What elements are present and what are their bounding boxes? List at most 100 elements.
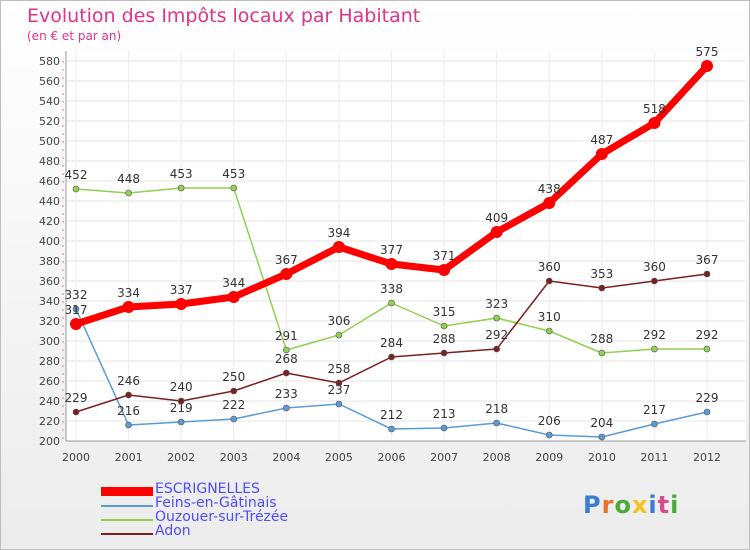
data-label: 453 (170, 167, 193, 181)
series-feins-en-g-tinais: 332 216 219 222 233 237 212 213 218 206 204 217 229 (65, 288, 719, 441)
series-adon: 229 246 240 250 268 258 284 288 292 360 353 360 367 (65, 253, 719, 416)
x-tick-label: 2011 (640, 451, 668, 464)
data-label: 233 (275, 387, 298, 401)
data-point (335, 331, 343, 339)
data-label: 344 (222, 276, 245, 290)
chart-subtitle: (en € et par an) (27, 29, 122, 43)
data-label: 409 (485, 211, 508, 225)
data-point (175, 298, 188, 310)
proxiti-logo: Proxiti (583, 491, 679, 519)
logo-letter: o (614, 491, 632, 519)
data-label: 360 (643, 260, 666, 274)
series-escrignelles: 317 334 337 344 367 394 377 371 409 438 487 518 575 (65, 45, 719, 330)
data-label: 216 (117, 404, 140, 418)
data-point (230, 387, 238, 395)
data-label: 240 (170, 380, 193, 394)
x-tick-label: 2005 (325, 451, 353, 464)
data-point (227, 291, 240, 303)
data-point (388, 353, 395, 361)
data-point (332, 241, 345, 253)
data-label: 250 (222, 370, 245, 384)
data-point (595, 148, 608, 160)
data-point (335, 400, 343, 408)
data-point (490, 226, 503, 238)
y-tick-label: 360 (39, 275, 60, 288)
data-label: 284 (380, 336, 403, 350)
logo-letter: t (657, 491, 671, 519)
data-label: 448 (117, 172, 140, 186)
logo-letter: P (583, 491, 602, 519)
data-label: 288 (590, 332, 613, 346)
y-tick-label: 280 (39, 355, 60, 368)
data-point (283, 404, 290, 412)
data-label: 310 (538, 310, 561, 324)
data-label: 292 (485, 328, 508, 342)
data-point (125, 391, 132, 399)
data-point (493, 419, 500, 427)
logo-letter: r (601, 491, 615, 519)
data-label: 237 (327, 383, 350, 397)
data-point (703, 345, 711, 353)
y-tick-label: 340 (39, 295, 60, 308)
data-point (545, 431, 553, 439)
y-tick-label: 200 (39, 435, 60, 448)
data-label: 360 (538, 260, 561, 274)
data-point (230, 415, 238, 423)
x-tick-label: 2006 (378, 451, 406, 464)
data-label: 292 (643, 328, 666, 342)
x-tick-label: 2007 (430, 451, 458, 464)
y-tick-label: 260 (39, 375, 60, 388)
legend-swatch (101, 487, 153, 496)
data-label: 518 (643, 102, 666, 116)
legend-swatch (101, 519, 153, 521)
y-tick-label: 380 (39, 255, 60, 268)
data-label: 229 (65, 391, 88, 405)
data-point (125, 421, 132, 429)
data-label: 338 (380, 282, 403, 296)
data-label: 218 (485, 402, 508, 416)
data-point (230, 184, 238, 192)
data-label: 315 (433, 305, 456, 319)
x-tick-label: 2004 (272, 451, 300, 464)
data-label: 323 (485, 297, 508, 311)
legend-label: Ouzouer-sur-Trézée (155, 509, 289, 525)
data-point (651, 277, 658, 285)
data-point (438, 264, 451, 276)
data-point (545, 327, 553, 335)
data-label: 575 (696, 45, 719, 59)
y-tick-label: 460 (39, 175, 60, 188)
data-label: 306 (327, 314, 350, 328)
data-point (388, 425, 395, 433)
data-point (493, 345, 500, 353)
data-point (703, 270, 711, 278)
x-tick-label: 2010 (588, 451, 616, 464)
data-label: 487 (590, 133, 613, 147)
data-point (125, 189, 132, 197)
data-point (493, 314, 500, 322)
data-label: 229 (696, 391, 719, 405)
data-label: 377 (380, 243, 403, 257)
logo-letter: i (648, 491, 658, 519)
x-tick-label: 2008 (483, 451, 511, 464)
data-point (648, 117, 661, 129)
data-point (283, 346, 290, 354)
legend-swatch (101, 505, 153, 507)
data-label: 367 (275, 253, 298, 267)
chart-title: Evolution des Impôts locaux par Habitant (27, 5, 421, 27)
x-tick-label: 2009 (535, 451, 563, 464)
y-tick-label: 420 (39, 215, 60, 228)
data-label: 394 (327, 226, 350, 240)
data-point (385, 258, 398, 270)
y-tick-label: 480 (39, 155, 60, 168)
y-tick-label: 320 (39, 315, 60, 328)
data-label: 367 (696, 253, 719, 267)
data-point (651, 420, 658, 428)
logo-letter: i (670, 491, 680, 519)
y-tick-label: 440 (39, 195, 60, 208)
data-point (177, 397, 185, 405)
data-label: 371 (433, 249, 456, 263)
x-tick-label: 2001 (115, 451, 143, 464)
data-label: 334 (117, 286, 140, 300)
